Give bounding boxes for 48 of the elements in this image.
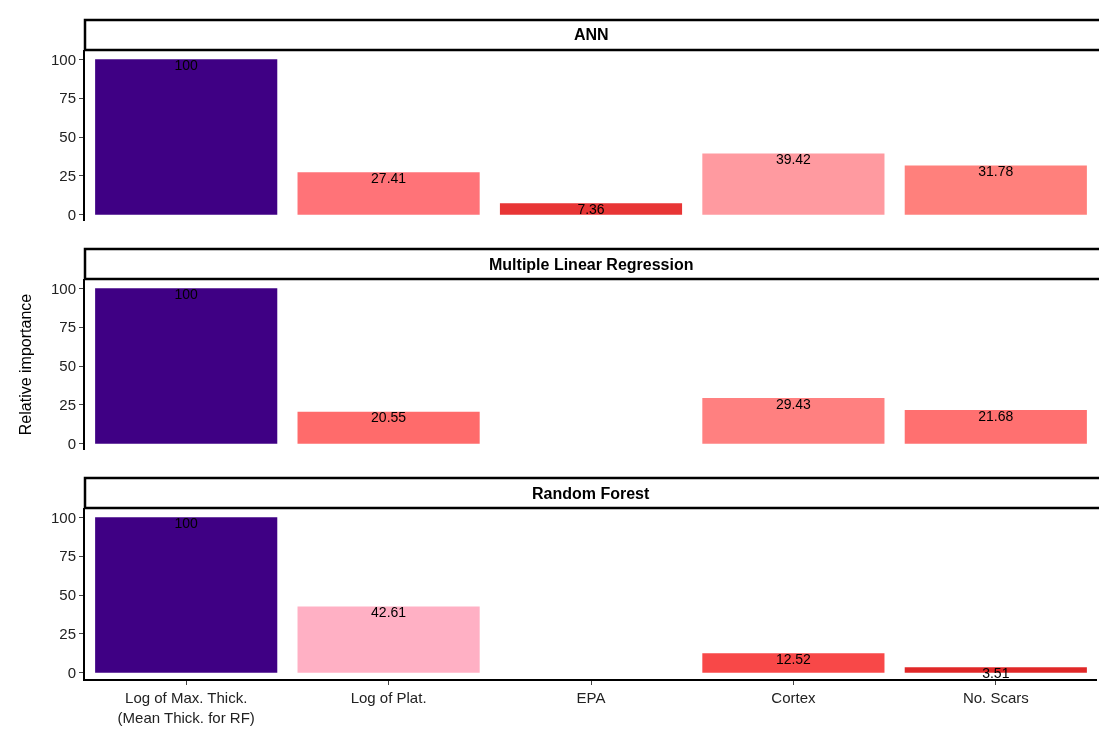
data-label: 100 (174, 514, 199, 531)
y-tick-label: 0 (67, 664, 76, 682)
data-label: 42.61 (371, 604, 407, 621)
chart-title: ANN (574, 26, 609, 43)
y-tick-label: 75 (59, 89, 76, 107)
data-label: 31.78 (978, 162, 1014, 179)
bar (95, 288, 278, 444)
y-axis-title: Relative importance (17, 293, 35, 436)
y-tick-label: 25 (59, 167, 76, 185)
data-label: 39.42 (775, 151, 812, 167)
data-label: 100 (174, 285, 199, 302)
x-tick-label: EPA (576, 689, 606, 706)
bar (297, 172, 480, 215)
data-label: 20.55 (371, 409, 407, 426)
y-tick-label: 50 (59, 128, 76, 146)
bar (297, 606, 480, 673)
bar (702, 153, 885, 215)
x-tick-label: Cortex (771, 689, 816, 706)
chart-title: Random Forest (532, 485, 651, 502)
y-tick-label: 50 (59, 586, 76, 604)
data-label: 27.41 (371, 169, 407, 186)
bar (95, 59, 278, 215)
bar (702, 398, 885, 444)
bar (95, 517, 278, 673)
y-tick-label: 100 (50, 50, 76, 68)
data-label: 29.43 (775, 395, 812, 412)
chart-title: Multiple Linear Regression (489, 256, 694, 273)
bar (297, 411, 480, 444)
data-label: 100 (174, 56, 199, 73)
y-tick-label: 100 (50, 508, 76, 526)
y-tick-label: 25 (59, 396, 76, 414)
y-tick-label: 100 (50, 279, 76, 297)
y-tick-label: 25 (59, 625, 76, 643)
data-label: 21.68 (978, 407, 1014, 424)
y-tick-label: 0 (67, 435, 76, 453)
y-tick-label: 75 (59, 318, 76, 336)
y-tick-label: 50 (59, 357, 76, 375)
x-tick-label: No. Scars (962, 689, 1029, 706)
x-tick-label: Log of Max. Thick. (Mean Thick. for RF) (117, 689, 255, 726)
data-label: 7.36 (577, 200, 605, 217)
y-tick-label: 75 (59, 547, 76, 565)
x-tick-label: Log of Plat. (350, 689, 427, 706)
bar (904, 410, 1087, 444)
data-label: 12.52 (775, 650, 812, 667)
bar (904, 165, 1087, 215)
bar (499, 203, 683, 215)
bar (702, 653, 885, 673)
y-tick-label: 0 (67, 206, 76, 224)
